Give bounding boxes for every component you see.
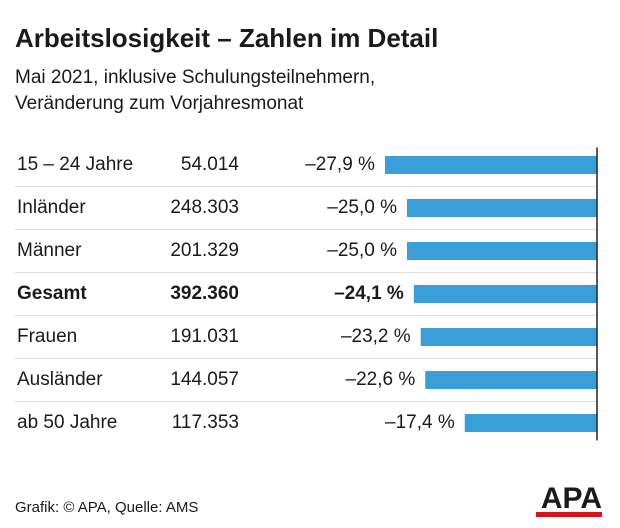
total-label: 191.031 — [170, 326, 239, 347]
bar — [413, 285, 597, 303]
bar — [384, 156, 597, 174]
bar — [425, 371, 597, 389]
category-label: 15 – 24 Jahre — [17, 154, 133, 175]
total-label: 248.303 — [170, 197, 239, 218]
value-label: –23,2 % — [341, 326, 411, 347]
value-label: –27,9 % — [305, 154, 375, 175]
category-label: Frauen — [17, 326, 77, 347]
total-label: 392.360 — [170, 283, 239, 304]
subtitle: Veränderung zum Vorjahresmonat — [15, 93, 304, 114]
total-label: 117.353 — [172, 412, 239, 433]
category-label: Gesamt — [17, 283, 87, 304]
total-label: 144.057 — [170, 369, 239, 390]
bar — [420, 328, 597, 346]
chart-title: Arbeitslosigkeit – Zahlen im Detail — [15, 23, 438, 53]
value-label: –17,4 % — [385, 412, 455, 433]
logo: APA — [541, 482, 602, 515]
bar — [407, 199, 597, 217]
total-label: 54.014 — [181, 154, 240, 175]
value-label: –25,0 % — [327, 197, 397, 218]
total-label: 201.329 — [170, 240, 239, 261]
logo-bar — [536, 512, 602, 517]
category-label: ab 50 Jahre — [17, 412, 117, 433]
category-label: Inländer — [17, 197, 86, 218]
bar — [464, 414, 597, 432]
value-label: –22,6 % — [346, 369, 416, 390]
subtitle: Mai 2021, inklusive Schulungsteilnehmern… — [15, 67, 375, 88]
value-label: –25,0 % — [327, 240, 397, 261]
category-label: Ausländer — [17, 369, 103, 390]
bar — [407, 242, 597, 260]
value-label: –24,1 % — [334, 283, 404, 304]
source: Grafik: © APA, Quelle: AMS — [15, 499, 198, 516]
category-label: Männer — [17, 240, 82, 261]
